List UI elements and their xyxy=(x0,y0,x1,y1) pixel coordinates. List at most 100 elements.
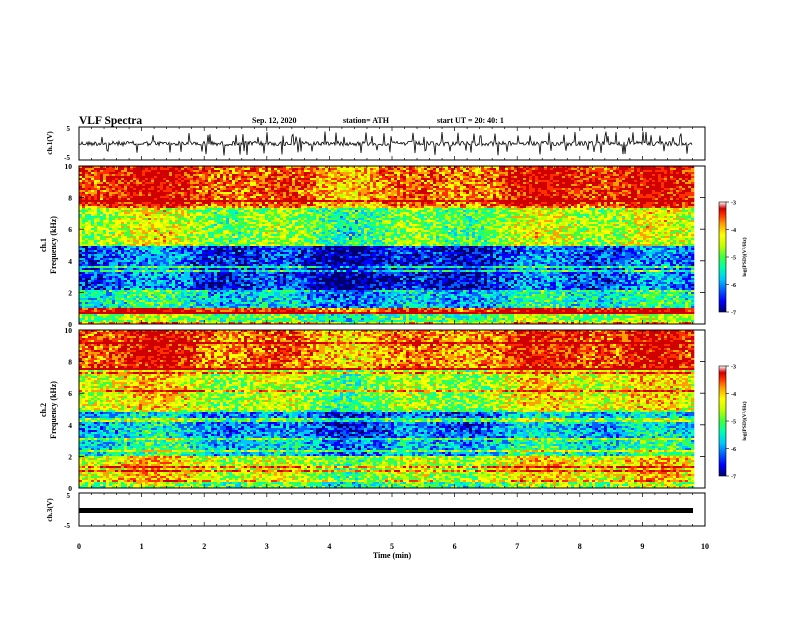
spectrogram-cell xyxy=(649,172,653,175)
spectrogram-cell xyxy=(340,194,344,197)
spectrogram-cell xyxy=(196,196,200,199)
spectrogram-cell xyxy=(202,170,206,173)
spectrogram-cell xyxy=(349,174,353,177)
spectrogram-cell xyxy=(580,200,584,203)
spectrogram-cell xyxy=(229,188,233,191)
spectrogram-cell xyxy=(526,200,530,203)
spectrogram-cell xyxy=(598,212,602,215)
spectrogram-cell xyxy=(313,176,317,179)
spectrogram-cell xyxy=(364,202,368,205)
spectrogram-cell xyxy=(679,170,683,173)
spectrogram-cell xyxy=(316,190,320,193)
spectrogram-cell xyxy=(349,212,353,215)
spectrogram-cell xyxy=(400,190,404,193)
spectrogram-cell xyxy=(373,184,377,187)
spectrogram-cell xyxy=(613,202,617,205)
spectrogram-cell xyxy=(340,168,344,171)
spectrogram-cell xyxy=(268,214,272,217)
spectrogram-cell xyxy=(559,180,563,183)
spectrogram-cell xyxy=(415,210,419,213)
spectrogram-cell xyxy=(94,194,98,197)
spectrogram-cell xyxy=(658,198,662,201)
spectrogram-cell xyxy=(169,170,173,173)
spectrogram-cell xyxy=(337,202,341,205)
spectrogram-cell xyxy=(454,174,458,177)
spectrogram-cell xyxy=(241,196,245,199)
spectrogram-cell xyxy=(445,184,449,187)
spectrogram-cell xyxy=(370,178,374,181)
spectrogram-cell xyxy=(547,190,551,193)
spectrogram-cell xyxy=(646,174,650,177)
spectrogram-cell xyxy=(97,186,101,189)
spectrogram-cell xyxy=(430,212,434,215)
spectrogram-cell xyxy=(469,196,473,199)
ch1-spectrogram-image xyxy=(79,166,705,325)
spectrogram-cell xyxy=(526,196,530,199)
spectrogram-cell xyxy=(112,176,116,179)
spectrogram-cell xyxy=(172,184,176,187)
spectrogram-cell xyxy=(298,168,302,171)
spectrogram-cell xyxy=(454,178,458,181)
spectrogram-cell xyxy=(193,192,197,195)
spectrogram-cell xyxy=(511,186,515,189)
spectrogram-cell xyxy=(550,196,554,199)
spectrogram-cell xyxy=(409,204,413,207)
spectrogram-cell xyxy=(544,178,548,181)
spectrogram-cell xyxy=(658,186,662,189)
spectrogram-cell xyxy=(151,184,155,187)
spectrogram-cell xyxy=(421,210,425,213)
spectrogram-cell xyxy=(385,196,389,199)
spectrogram-cell xyxy=(538,184,542,187)
spectrogram-cell xyxy=(259,208,263,211)
spectrogram-cell xyxy=(625,208,629,211)
spectrogram-cell xyxy=(244,180,248,183)
spectrogram-cell xyxy=(361,190,365,193)
spectrogram-cell xyxy=(310,190,314,193)
spectrogram-cell xyxy=(391,196,395,199)
spectrogram-cell xyxy=(661,178,665,181)
spectrogram-cell xyxy=(565,212,569,215)
spectrogram-cell xyxy=(151,192,155,195)
spectrogram-cell xyxy=(259,184,263,187)
spectrogram-cell xyxy=(232,200,236,203)
spectrogram-cell xyxy=(355,206,359,209)
start-time-label: start UT = 20: 40: 1 xyxy=(437,116,504,125)
spectrogram-cell xyxy=(604,180,608,183)
spectrogram-cell xyxy=(550,170,554,173)
spectrogram-cell xyxy=(190,172,194,175)
spectrogram-cell xyxy=(340,174,344,177)
spectrogram-cell xyxy=(541,198,545,201)
spectrogram-cell xyxy=(319,210,323,213)
spectrogram-cell xyxy=(190,194,194,197)
spectrogram-cell xyxy=(79,178,83,181)
spectrogram-cell xyxy=(499,168,503,171)
spectrogram-cell xyxy=(370,184,374,187)
spectrogram-cell xyxy=(409,168,413,171)
spectrogram-cell xyxy=(463,174,467,177)
spectrogram-cell xyxy=(403,192,407,195)
spectrogram-cell xyxy=(448,170,452,173)
spectrogram-cell xyxy=(154,174,158,177)
spectrogram-cell xyxy=(208,176,212,179)
spectrogram-cell xyxy=(115,182,119,185)
spectrogram-cell xyxy=(481,206,485,209)
spectrogram-cell xyxy=(373,174,377,177)
spectrogram-cell xyxy=(685,168,689,171)
spectrogram-cell xyxy=(235,204,239,207)
spectrogram-cell xyxy=(151,174,155,177)
spectrogram-cell xyxy=(499,174,503,177)
spectrogram-cell xyxy=(604,176,608,179)
spectrogram-cell xyxy=(328,210,332,213)
spectrogram-cell xyxy=(361,192,365,195)
spectrogram-cell xyxy=(679,174,683,177)
spectrogram-cell xyxy=(568,170,572,173)
spectrogram-cell xyxy=(400,184,404,187)
spectrogram-cell xyxy=(505,172,509,175)
spectrogram-cell xyxy=(211,214,215,217)
spectrogram-cell xyxy=(673,186,677,189)
spectrogram-cell xyxy=(364,194,368,197)
spectrogram-cell xyxy=(145,210,149,213)
spectrogram-cell xyxy=(661,174,665,177)
spectrogram-cell xyxy=(283,184,287,187)
spectrogram-cell xyxy=(292,176,296,179)
